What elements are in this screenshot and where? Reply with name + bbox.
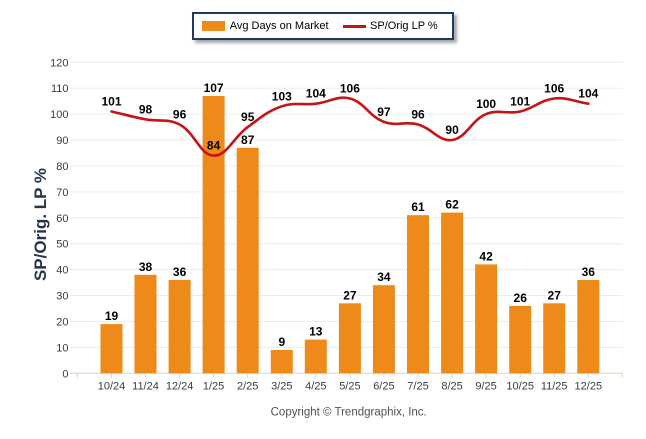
svg-text:70: 70	[56, 187, 68, 199]
svg-text:62: 62	[445, 198, 459, 212]
svg-text:34: 34	[377, 270, 391, 284]
svg-text:107: 107	[204, 81, 224, 95]
svg-text:27: 27	[548, 288, 562, 302]
svg-text:10/25: 10/25	[506, 381, 534, 393]
svg-text:61: 61	[411, 200, 425, 214]
svg-text:9: 9	[278, 335, 285, 349]
svg-text:38: 38	[139, 260, 153, 274]
svg-text:12/24: 12/24	[166, 381, 194, 393]
svg-text:11/25: 11/25	[541, 381, 568, 393]
svg-text:12/25: 12/25	[575, 381, 603, 393]
svg-text:50: 50	[56, 239, 68, 251]
svg-text:SP/Orig. LP %: SP/Orig. LP %	[31, 168, 50, 281]
svg-text:2/25: 2/25	[237, 381, 258, 393]
svg-text:110: 110	[51, 83, 69, 95]
svg-text:120: 120	[50, 57, 68, 69]
svg-text:95: 95	[241, 110, 255, 124]
svg-text:104: 104	[578, 87, 598, 101]
svg-text:90: 90	[445, 123, 459, 137]
svg-text:103: 103	[272, 89, 292, 103]
svg-text:7/25: 7/25	[407, 381, 428, 393]
svg-text:0: 0	[62, 368, 68, 380]
svg-text:100: 100	[50, 109, 68, 121]
svg-text:60: 60	[56, 213, 68, 225]
svg-text:42: 42	[479, 249, 493, 263]
svg-text:Copyright © Trendgraphix, Inc.: Copyright © Trendgraphix, Inc.	[271, 407, 427, 419]
svg-text:90: 90	[56, 135, 68, 147]
svg-text:6/25: 6/25	[373, 381, 394, 393]
svg-text:87: 87	[241, 133, 255, 147]
svg-text:26: 26	[514, 291, 528, 305]
svg-text:9/25: 9/25	[475, 381, 496, 393]
svg-text:101: 101	[101, 95, 121, 109]
svg-text:106: 106	[544, 82, 564, 96]
svg-text:96: 96	[173, 108, 187, 122]
svg-text:98: 98	[139, 102, 153, 116]
svg-text:10: 10	[56, 342, 68, 354]
svg-text:100: 100	[476, 97, 496, 111]
svg-text:96: 96	[411, 108, 425, 122]
svg-text:104: 104	[306, 87, 326, 101]
svg-text:20: 20	[56, 317, 68, 329]
svg-text:8/25: 8/25	[441, 381, 462, 393]
svg-text:1/25: 1/25	[203, 381, 224, 393]
svg-text:10/24: 10/24	[98, 381, 126, 393]
svg-text:19: 19	[105, 309, 119, 323]
svg-text:30: 30	[56, 291, 68, 303]
svg-text:4/25: 4/25	[305, 381, 326, 393]
svg-text:36: 36	[582, 265, 596, 279]
svg-text:97: 97	[377, 105, 391, 119]
svg-text:80: 80	[56, 161, 68, 173]
svg-text:27: 27	[343, 288, 357, 302]
svg-text:11/24: 11/24	[132, 381, 159, 393]
svg-text:36: 36	[173, 265, 187, 279]
svg-text:13: 13	[309, 325, 323, 339]
svg-text:106: 106	[340, 82, 360, 96]
svg-text:84: 84	[207, 139, 221, 153]
svg-text:40: 40	[56, 265, 68, 277]
svg-text:101: 101	[510, 95, 530, 109]
svg-text:3/25: 3/25	[271, 381, 292, 393]
svg-text:5/25: 5/25	[339, 381, 360, 393]
